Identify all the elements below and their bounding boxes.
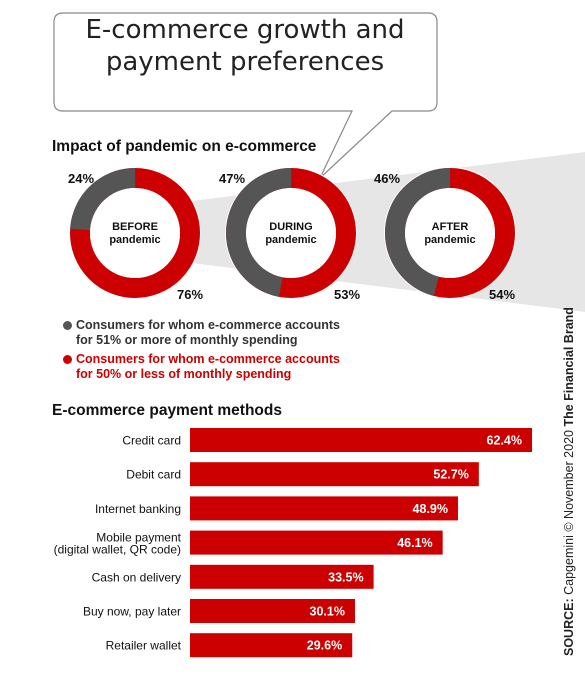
source-text: Capgemini © November 2020 — [562, 426, 576, 599]
bar-value-label: 62.4% — [487, 434, 522, 448]
donut-hole — [246, 188, 336, 278]
bar — [190, 496, 459, 521]
page-title-line2: payment preferences — [105, 47, 385, 77]
bar — [190, 462, 479, 487]
legend-gray-swatch — [63, 321, 72, 330]
during-gray-pct: 47% — [219, 171, 246, 186]
donut-center-label: BEFORE — [112, 221, 158, 233]
source-credit: SOURCE: Capgemini © November 2020 The Fi… — [562, 307, 576, 656]
bar-value-label: 29.6% — [307, 639, 342, 653]
legend-gray-line2: for 51% or more of monthly spending — [76, 333, 298, 347]
bar-category-label: Cash on delivery — [92, 570, 181, 584]
page-title-line1: E-commerce growth and — [85, 15, 405, 45]
donut-hole — [405, 188, 495, 278]
bar-value-label: 48.9% — [413, 502, 448, 516]
donut-center-label: AFTER — [432, 221, 469, 233]
after-gray-pct: 46% — [374, 171, 401, 186]
bar-category-label: Credit card — [122, 434, 181, 448]
bar-section-title: E-commerce payment methods — [52, 402, 282, 419]
before-red-pct: 76% — [177, 287, 204, 302]
before-gray-pct: 24% — [68, 171, 95, 186]
donut-center-sublabel: pandemic — [109, 234, 160, 246]
legend-red: Consumers for whom e-commerce accounts f… — [63, 352, 406, 382]
donut-section-title: Impact of pandemic on e-commerce — [52, 138, 317, 155]
bar — [190, 564, 374, 589]
bar-value-label: 52.7% — [433, 468, 468, 482]
bar-category-label: Mobile payment — [96, 531, 181, 545]
donut-gray-slice — [70, 167, 200, 298]
bar — [190, 599, 355, 623]
bar-category-label: Debit card — [126, 468, 181, 482]
bar — [190, 428, 532, 452]
donut-gray-slice — [385, 168, 515, 298]
donut-gray-slice — [226, 168, 357, 298]
source-prefix: SOURCE: — [562, 598, 576, 656]
legend-gray-line1: Consumers for whom e-commerce accounts — [76, 318, 340, 332]
donut-center-sublabel: pandemic — [424, 234, 475, 246]
donut-hole — [90, 188, 180, 278]
bar-category-label: Internet banking — [95, 502, 181, 516]
bar — [190, 633, 353, 658]
page-title: E-commerce growth and payment preference… — [52, 14, 438, 78]
bar — [190, 530, 443, 555]
legend-gray: Consumers for whom e-commerce accounts f… — [63, 318, 406, 348]
bar-value-label: 46.1% — [397, 536, 432, 550]
after-red-pct: 54% — [489, 287, 516, 302]
bar-value-label: 30.1% — [310, 605, 345, 619]
legend-red-line2: for 50% or less of monthly spending — [76, 367, 292, 381]
donut-center-sublabel: pandemic — [265, 234, 316, 246]
bar-category-label: Buy now, pay later — [83, 605, 181, 619]
donut-center-label: DURING — [269, 221, 312, 233]
legend-red-line1: Consumers for whom e-commerce accounts — [76, 352, 340, 366]
source-brand: The Financial Brand — [562, 307, 576, 427]
bar-category-label: (digital wallet, QR code) — [54, 543, 181, 557]
legend-red-swatch — [63, 355, 72, 364]
bar-category-label: Retailer wallet — [106, 639, 182, 653]
during-red-pct: 53% — [334, 287, 361, 302]
bar-value-label: 33.5% — [328, 570, 363, 584]
